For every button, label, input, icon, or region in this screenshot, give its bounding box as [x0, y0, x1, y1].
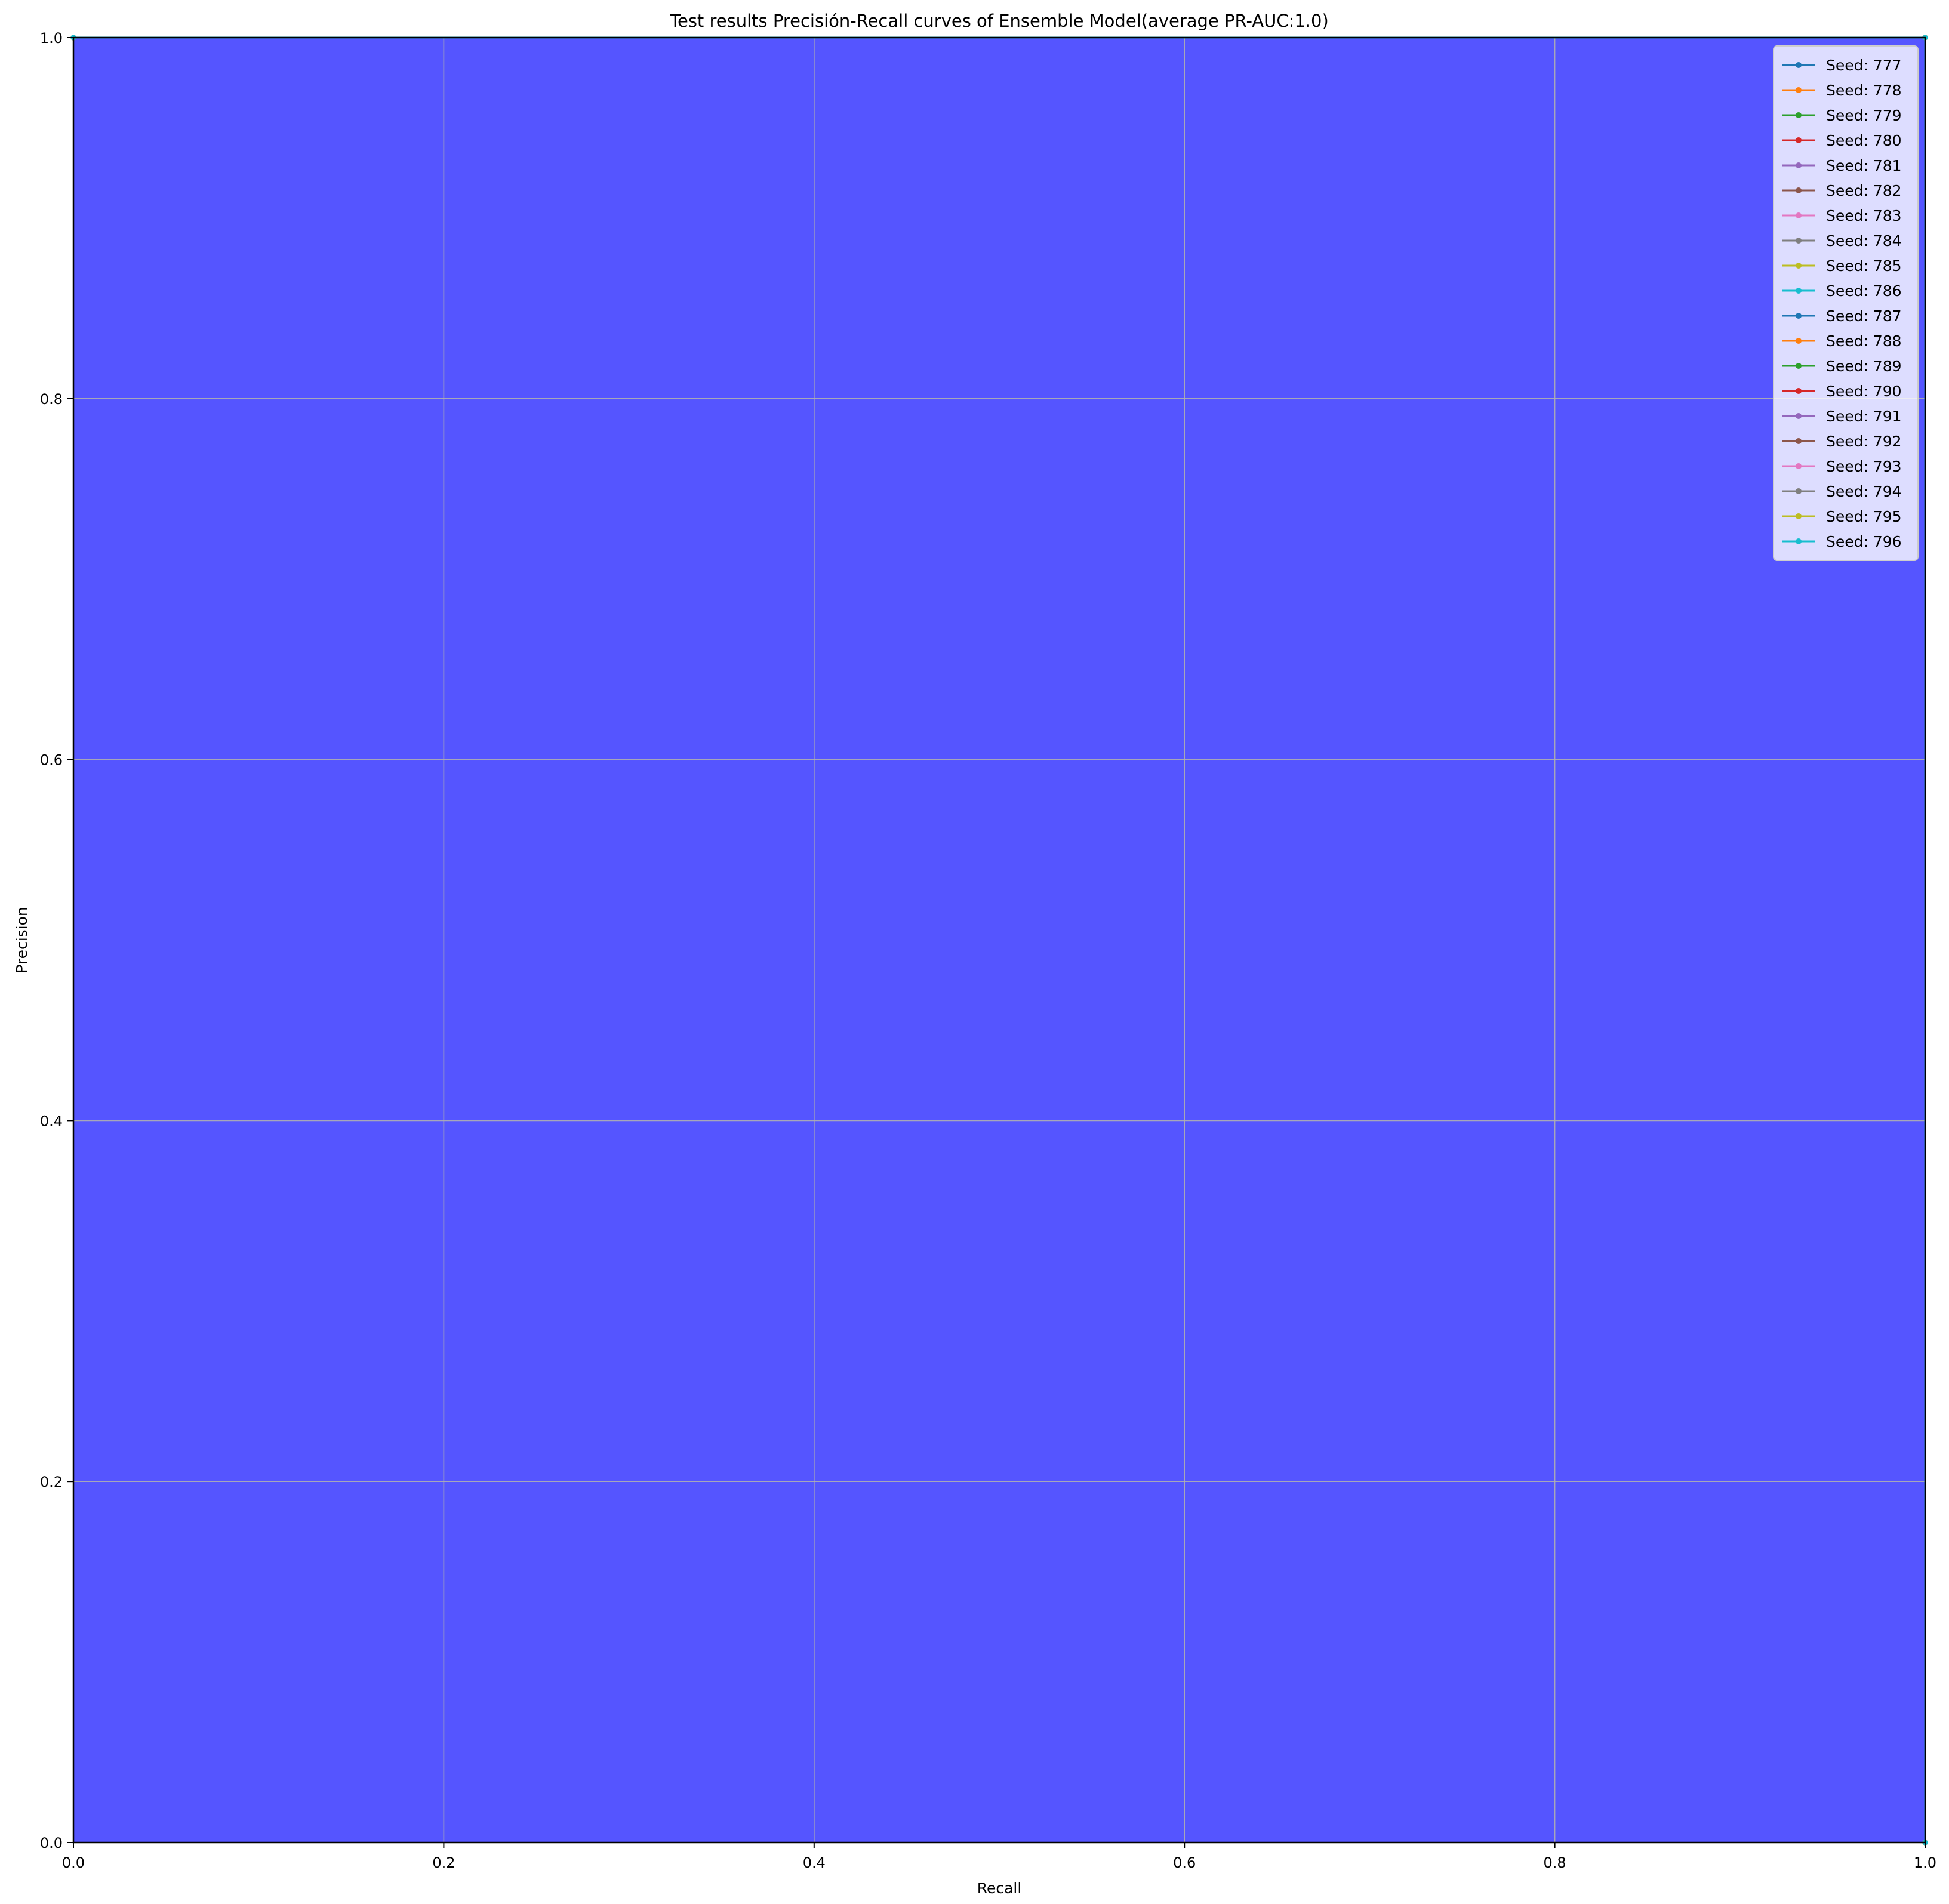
x-tick-label: 0.8 — [1544, 1854, 1566, 1871]
x-axis-label: Recall — [977, 1880, 1022, 1897]
legend-label: Seed: 782 — [1826, 182, 1902, 199]
legend-item: Seed: 792 — [1782, 433, 1902, 450]
x-tick-label: 0.2 — [432, 1854, 455, 1871]
legend-marker — [1796, 137, 1802, 143]
legend-marker — [1796, 212, 1802, 218]
legend-item: Seed: 784 — [1782, 232, 1902, 249]
legend-marker — [1796, 513, 1802, 519]
y-tick-label: 0.6 — [40, 752, 63, 769]
legend-marker — [1796, 363, 1802, 369]
legend-label: Seed: 786 — [1826, 282, 1902, 300]
y-tick-label: 1.0 — [40, 30, 63, 47]
x-tick-label: 0.0 — [62, 1854, 85, 1871]
y-tick-label: 0.0 — [40, 1835, 63, 1851]
legend-label: Seed: 793 — [1826, 458, 1902, 475]
axes-frame — [72, 36, 1926, 1844]
legend-box — [1773, 45, 1919, 561]
y-tick-label: 0.2 — [40, 1474, 63, 1490]
legend-item: Seed: 795 — [1782, 508, 1902, 525]
legend-item: Seed: 788 — [1782, 332, 1902, 350]
legend-label: Seed: 792 — [1826, 433, 1902, 450]
x-tick-label: 1.0 — [1914, 1854, 1936, 1871]
legend-label: Seed: 787 — [1826, 307, 1902, 325]
legend-label: Seed: 781 — [1826, 157, 1902, 174]
legend-marker — [1796, 263, 1802, 269]
legend-marker — [1796, 313, 1802, 319]
legend-marker — [1796, 162, 1802, 168]
y-tick-label: 0.4 — [40, 1113, 63, 1129]
legend-label: Seed: 779 — [1826, 107, 1902, 124]
legend-label: Seed: 780 — [1826, 132, 1902, 149]
legend-label: Seed: 796 — [1826, 533, 1902, 550]
legend-marker — [1796, 87, 1802, 93]
legend-marker — [1796, 288, 1802, 294]
legend-marker — [1796, 338, 1802, 344]
legend-item: Seed: 794 — [1782, 483, 1902, 500]
y-axis-label: Precision — [13, 907, 30, 973]
legend-item: Seed: 791 — [1782, 408, 1902, 425]
legend-item: Seed: 779 — [1782, 107, 1902, 124]
legend-item: Seed: 777 — [1782, 57, 1902, 74]
pr-area-fill — [73, 38, 1925, 1843]
legend-marker — [1796, 112, 1802, 118]
legend-marker — [1796, 463, 1802, 469]
legend-label: Seed: 784 — [1826, 232, 1902, 249]
legend-item: Seed: 782 — [1782, 182, 1902, 199]
legend-item: Seed: 780 — [1782, 132, 1902, 149]
legend-label: Seed: 777 — [1826, 57, 1902, 74]
legend-item: Seed: 785 — [1782, 257, 1902, 275]
legend-item: Seed: 789 — [1782, 358, 1902, 375]
legend-marker — [1796, 388, 1802, 394]
legend-label: Seed: 789 — [1826, 358, 1902, 375]
legend-marker — [1796, 62, 1802, 68]
legend-marker — [1796, 187, 1802, 193]
legend-marker — [1796, 238, 1802, 244]
plot-area — [73, 38, 1925, 1843]
y-tick-label: 0.8 — [40, 391, 63, 408]
legend-item: Seed: 787 — [1782, 307, 1902, 325]
legend-item: Seed: 781 — [1782, 157, 1902, 174]
legend-item: Seed: 778 — [1782, 82, 1902, 99]
legend-label: Seed: 778 — [1826, 82, 1902, 99]
legend-marker — [1796, 438, 1802, 444]
legend-item: Seed: 793 — [1782, 458, 1902, 475]
legend-label: Seed: 785 — [1826, 257, 1902, 275]
legend-label: Seed: 794 — [1826, 483, 1902, 500]
legend-item: Seed: 786 — [1782, 282, 1902, 300]
legend-label: Seed: 788 — [1826, 332, 1902, 350]
legend-label: Seed: 791 — [1826, 408, 1902, 425]
legend: Seed: 777 Seed: 778 Seed: 779 Seed: 780 Seed… — [1773, 45, 1919, 561]
legend-item: Seed: 796 — [1782, 533, 1902, 550]
chart-title: Test results Precisión-Recall curves of … — [669, 11, 1329, 31]
legend-label: Seed: 795 — [1826, 508, 1902, 525]
x-tick-label: 0.4 — [803, 1854, 826, 1871]
axis-ticks: 0.0 0.2 0.4 0.6 0.8 1.0 0.0 0.2 0.4 0.6 0.8 1.0 — [40, 30, 1936, 1871]
legend-item: Seed: 790 — [1782, 383, 1902, 400]
legend-marker — [1796, 488, 1802, 494]
legend-marker — [1796, 413, 1802, 419]
x-tick-label: 0.6 — [1173, 1854, 1196, 1871]
legend-item: Seed: 783 — [1782, 207, 1902, 224]
legend-label: Seed: 783 — [1826, 207, 1902, 224]
legend-label: Seed: 790 — [1826, 383, 1902, 400]
legend-marker — [1796, 538, 1802, 544]
